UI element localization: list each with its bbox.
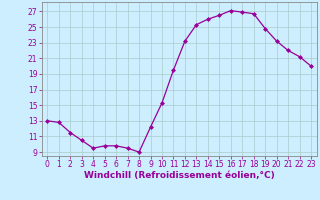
X-axis label: Windchill (Refroidissement éolien,°C): Windchill (Refroidissement éolien,°C) bbox=[84, 171, 275, 180]
